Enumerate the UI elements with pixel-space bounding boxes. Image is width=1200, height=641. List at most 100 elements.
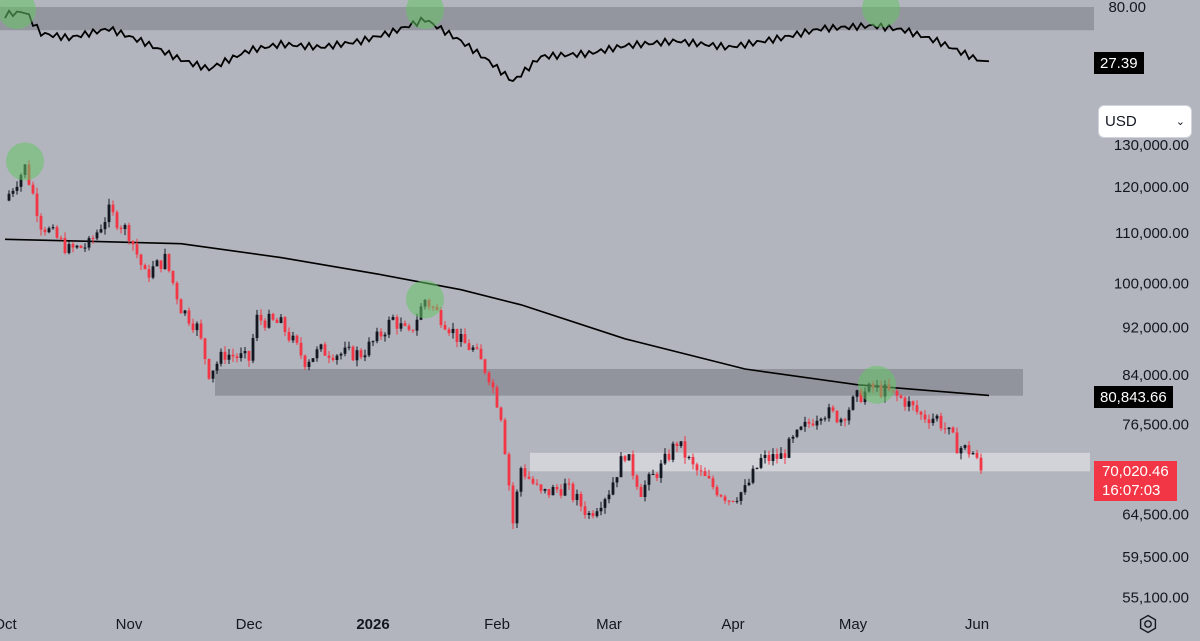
candle-body bbox=[195, 323, 199, 331]
candle-body bbox=[555, 486, 559, 490]
candle-body bbox=[159, 260, 163, 269]
candle-body bbox=[107, 204, 111, 223]
candle-body bbox=[123, 225, 127, 230]
time-tick-label: Oct bbox=[0, 616, 17, 633]
candle-body bbox=[559, 489, 563, 496]
candle-body bbox=[363, 355, 367, 358]
candle-body bbox=[327, 355, 331, 358]
candle-body bbox=[663, 453, 667, 464]
candle-body bbox=[355, 350, 359, 361]
candle-body bbox=[567, 483, 571, 485]
candle-body bbox=[923, 414, 927, 420]
candle-body bbox=[259, 314, 263, 321]
candle-body bbox=[903, 397, 907, 407]
candle-body bbox=[679, 441, 683, 447]
candle-body bbox=[339, 353, 343, 356]
currency-label: USD bbox=[1105, 113, 1137, 130]
candle-body bbox=[323, 344, 327, 356]
candle-body bbox=[699, 470, 703, 472]
candle-body bbox=[467, 343, 471, 350]
price-tick-label: 130,000.00 bbox=[1114, 137, 1189, 154]
price-axis: 130,000.00 120,000.00 110,000.00 100,000.00… bbox=[1108, 0, 1189, 606]
rsi-tick-label: 80.00 bbox=[1108, 0, 1146, 16]
candle-body bbox=[399, 323, 403, 329]
candle-body bbox=[959, 447, 963, 454]
candle-body bbox=[599, 507, 603, 512]
candle-body bbox=[503, 419, 507, 455]
candle-body bbox=[835, 410, 839, 423]
candle-body bbox=[799, 426, 803, 430]
candle-body bbox=[703, 471, 707, 476]
candle-body bbox=[391, 316, 395, 320]
candle-body bbox=[591, 513, 595, 517]
candle-body bbox=[371, 341, 375, 343]
candle-body bbox=[667, 453, 671, 460]
price-tick-label: 64,500.00 bbox=[1122, 506, 1189, 523]
support-zone bbox=[530, 452, 1090, 472]
candle-body bbox=[851, 396, 855, 410]
candle-body bbox=[759, 457, 763, 468]
rsi-band bbox=[0, 7, 1094, 31]
candle-body bbox=[855, 390, 859, 397]
settings-gear-icon[interactable] bbox=[1138, 614, 1158, 634]
candle-body bbox=[139, 254, 143, 266]
candle-body bbox=[239, 353, 243, 359]
candle-body bbox=[807, 421, 811, 424]
candle-body bbox=[479, 348, 483, 360]
candle-body bbox=[723, 496, 727, 501]
candle-body bbox=[387, 319, 391, 335]
candle-body bbox=[11, 190, 15, 194]
candle-body bbox=[443, 325, 447, 330]
candle-body bbox=[383, 334, 387, 337]
candle-body bbox=[43, 229, 47, 233]
moving-average-line bbox=[4, 238, 990, 397]
candle-body bbox=[831, 407, 835, 411]
ma-last-tag: 80,843.66 bbox=[1094, 386, 1173, 408]
candle-body bbox=[415, 319, 419, 331]
candle-body bbox=[847, 409, 851, 421]
price-tick-label: 110,000.00 bbox=[1115, 225, 1189, 242]
candle-body bbox=[19, 174, 23, 187]
candle-body bbox=[395, 316, 399, 329]
highlight-circle bbox=[406, 280, 444, 319]
candle-body bbox=[271, 313, 275, 320]
highlight-circle bbox=[862, 0, 900, 28]
candle-body bbox=[543, 489, 547, 491]
candle-body bbox=[907, 401, 911, 407]
time-axis: Oct Nov Dec 2026 Feb Mar Apr May Jun bbox=[0, 616, 989, 633]
candle-body bbox=[967, 445, 971, 455]
candle-body bbox=[739, 492, 743, 501]
highlight-circle bbox=[0, 0, 36, 30]
candle-body bbox=[803, 421, 807, 427]
candle-body bbox=[535, 483, 539, 485]
candle-body bbox=[947, 427, 951, 430]
candle-body bbox=[611, 482, 615, 495]
candle-body bbox=[827, 407, 831, 419]
candle-body bbox=[151, 266, 155, 278]
candle-body bbox=[47, 228, 51, 233]
candle-body bbox=[763, 454, 767, 458]
candle-body bbox=[103, 222, 107, 230]
currency-select[interactable]: USD ⌄ bbox=[1098, 105, 1192, 138]
candle-body bbox=[595, 511, 599, 517]
candle-body bbox=[219, 351, 223, 364]
candle-body bbox=[551, 486, 555, 496]
candle-body bbox=[655, 474, 659, 478]
time-tick-label: Mar bbox=[596, 616, 622, 633]
candle-body bbox=[263, 320, 267, 328]
candle-body bbox=[531, 478, 535, 484]
candle-body bbox=[15, 186, 19, 191]
candle-body bbox=[779, 453, 783, 459]
candle-body bbox=[631, 454, 635, 476]
candle-body bbox=[135, 244, 139, 255]
candle-body bbox=[935, 415, 939, 419]
candle-body bbox=[167, 253, 171, 271]
candle-body bbox=[687, 456, 691, 458]
candle-body bbox=[607, 494, 611, 500]
candle-body bbox=[307, 361, 311, 367]
candle-body bbox=[79, 245, 83, 248]
candle-body bbox=[751, 468, 755, 483]
candle-body bbox=[915, 405, 919, 412]
candle-body bbox=[303, 355, 307, 367]
